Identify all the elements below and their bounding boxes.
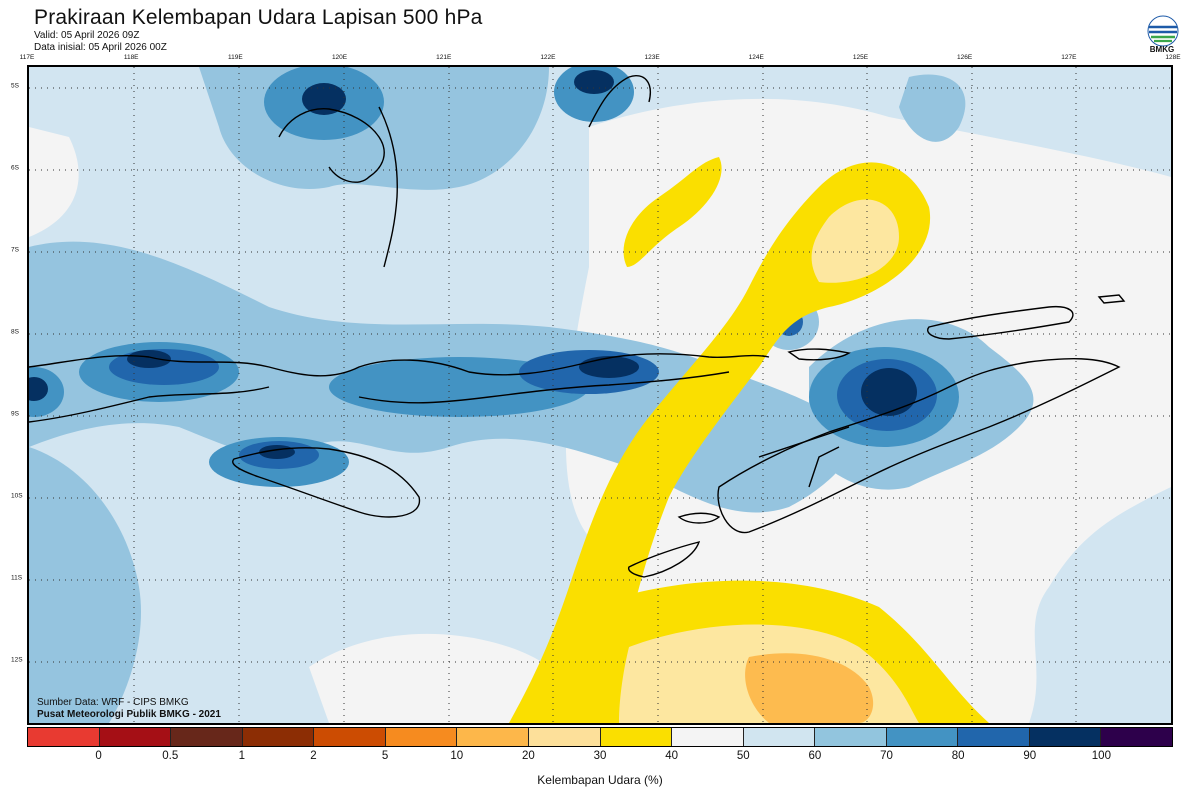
colorbar-segment <box>600 728 673 746</box>
lon-label: 117E <box>19 54 35 61</box>
logo-text: BMKG <box>1149 45 1175 54</box>
colorbar-segment <box>672 728 744 746</box>
humid-ne-60-70 <box>899 74 966 142</box>
core-flores-90 <box>579 356 639 378</box>
colorbar-segment <box>815 728 887 746</box>
lon-label: 124E <box>748 54 764 61</box>
colorbar-segment <box>958 728 1030 746</box>
core-ne-70-80 <box>554 67 634 122</box>
colorbar-segment <box>385 728 458 746</box>
dry-area-south <box>309 633 589 723</box>
lat-label: 8S <box>11 328 19 336</box>
init-time: Data inisial: 05 April 2026 00Z <box>34 42 167 53</box>
coast-savu <box>677 512 721 524</box>
colorbar-segment <box>457 728 529 746</box>
lon-label: 126E <box>957 54 973 61</box>
core-west-edge-90 <box>29 377 48 401</box>
colorbar-segment <box>314 728 386 746</box>
humid-southwest-60-70 <box>29 447 142 723</box>
lon-label: 122E <box>540 54 556 61</box>
coast-timor-border <box>758 426 850 488</box>
coast-buton <box>588 75 651 128</box>
colorbar-tick: 70 <box>880 750 893 762</box>
core-timor-90 <box>861 368 917 416</box>
lat-label: 11S <box>11 574 23 582</box>
colorbar-segment <box>242 728 315 746</box>
lon-label: 120E <box>331 54 348 61</box>
dry-band-north-30-40 <box>623 157 722 267</box>
colorbar-segment <box>743 728 816 746</box>
coast-wetar <box>927 305 1074 340</box>
coast-east-small <box>1097 294 1126 304</box>
data-source: Sumber Data: WRF - CIPS BMKG <box>37 697 189 708</box>
dry-south-orange <box>745 653 874 723</box>
colorbar-tick: 80 <box>951 750 965 762</box>
dry-area-west <box>29 127 79 237</box>
lat-label: 9S <box>11 410 19 418</box>
graticule <box>29 67 1171 723</box>
humidity-map[interactable] <box>27 65 1173 725</box>
bmkg-logo-icon <box>1147 15 1179 47</box>
organization: Pusat Meteorologi Publik BMKG - 2021 <box>37 709 221 720</box>
lon-label: 119E <box>228 54 243 61</box>
map-title: Prakiraan Kelembapan Udara Lapisan 500 h… <box>34 6 483 29</box>
valid-time: Valid: 05 April 2026 09Z <box>34 30 140 41</box>
coast-rote <box>627 541 701 578</box>
lat-label: 5S <box>11 82 19 90</box>
colorbar-tick: 60 <box>808 750 822 762</box>
colorbar-tick: 0 <box>95 750 102 762</box>
coast-timor <box>717 358 1121 534</box>
lon-label: 123E <box>644 54 660 61</box>
core-north-90 <box>302 83 346 115</box>
colorbar-label: Kelembapan Udara (%) <box>537 773 663 787</box>
colorbar-segment <box>1029 728 1102 746</box>
colorbar-tick: 20 <box>521 750 535 762</box>
credits: Sumber Data: WRF - CIPS BMKG Pusat Meteo… <box>37 697 221 721</box>
colorbar-segment <box>886 728 959 746</box>
lat-label: 12S <box>11 656 23 664</box>
lat-label: 7S <box>11 246 19 254</box>
colorbar-tick: 30 <box>593 750 607 762</box>
coast-lombok-sumbawa <box>29 353 770 377</box>
map-canvas <box>29 67 1171 723</box>
dry-core-20-30 <box>811 199 899 283</box>
colorbar-tick: 0.5 <box>162 750 179 762</box>
colorbar-segment <box>528 728 601 746</box>
colorbar-tick: 5 <box>381 750 389 762</box>
colorbar-tick: 40 <box>665 750 679 762</box>
coastlines <box>29 75 1126 578</box>
colorbar-segment <box>1101 728 1172 746</box>
coast-sulawesi-south <box>378 106 398 268</box>
coast-sumba <box>232 447 421 518</box>
lon-label: 125E <box>852 54 869 61</box>
colorbar-segment <box>99 728 172 746</box>
coast-alor <box>787 348 851 361</box>
core-lombok-90 <box>127 350 171 368</box>
lon-label: 121E <box>436 54 452 61</box>
lon-label: 128E <box>1165 54 1181 61</box>
lon-label: 127E <box>1061 54 1077 61</box>
lat-label: 10S <box>11 492 23 500</box>
colorbar-tick: 10 <box>450 750 464 762</box>
colorbar-tick: 100 <box>1091 750 1111 762</box>
coast-west-south <box>29 386 270 423</box>
colorbar <box>27 727 1173 747</box>
colorbar-tick: 1 <box>238 750 246 762</box>
lon-label: 118E <box>123 54 139 61</box>
colorbar-tick: 50 <box>736 750 750 762</box>
colorbar-segment <box>28 728 100 746</box>
lat-label: 6S <box>11 164 19 172</box>
dry-band-30-40 <box>509 162 931 723</box>
coast-north-islands <box>278 108 385 183</box>
colorbar-segment <box>171 728 243 746</box>
coast-flores-south <box>358 371 730 404</box>
colorbar-tick: 2 <box>310 750 317 762</box>
colorbar-tick: 90 <box>1023 750 1037 762</box>
core-ne-90 <box>574 70 614 94</box>
